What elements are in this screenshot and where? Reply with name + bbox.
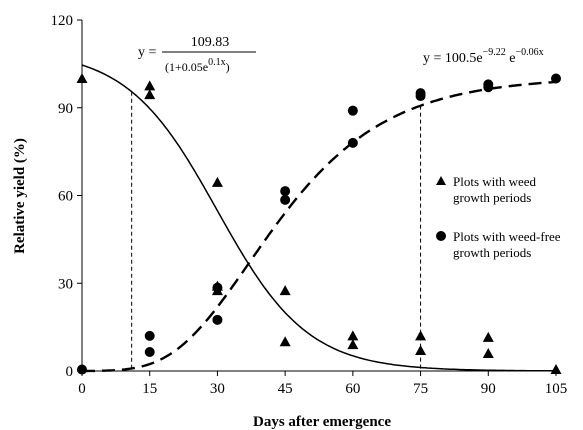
point-circle — [212, 282, 223, 293]
equation-gompertz-mid: e — [506, 51, 516, 66]
reference-lines — [131, 91, 422, 371]
point-circle — [280, 194, 291, 205]
point-circle — [415, 91, 426, 102]
point-triangle — [415, 345, 427, 356]
x-tick-label: 105 — [545, 381, 568, 397]
point-triangle — [347, 339, 359, 350]
equation-logistic-numerator: 109.83 — [191, 35, 230, 50]
equation-denominator-base: (1+0.05e — [165, 60, 208, 74]
point-circle — [77, 364, 87, 375]
x-tick-label: 60 — [345, 381, 360, 397]
y-tick-label: 60 — [58, 189, 73, 205]
point-triangle — [482, 347, 494, 358]
point-circle — [212, 314, 223, 325]
fitted-curves — [81, 64, 557, 373]
point-circle — [280, 186, 291, 197]
point-triangle — [76, 73, 88, 83]
point-triangle — [211, 176, 223, 187]
y-tick-label: 120 — [51, 13, 74, 29]
legend-circle-marker — [436, 231, 446, 241]
point-triangle — [144, 80, 156, 91]
legend-triangle-marker — [436, 176, 446, 185]
x-axis-label: Days after emergence — [253, 414, 391, 430]
chart-axes: 0 30 60 90 120 0 15 30 45 60 75 90 105 — [51, 13, 568, 397]
curve-weed-free — [82, 80, 557, 373]
point-triangle — [550, 364, 562, 375]
point-circle — [483, 82, 494, 93]
point-circle — [347, 137, 358, 148]
point-triangle — [144, 89, 156, 100]
equation-denominator-exponent: 0.1x — [208, 57, 226, 68]
point-circle — [347, 105, 358, 116]
x-tick-label: 75 — [413, 381, 428, 397]
point-triangle — [279, 285, 291, 296]
y-tick-label: 0 — [66, 364, 74, 380]
point-triangle — [482, 331, 494, 342]
equation-denominator-close: ) — [226, 60, 230, 74]
equation-logistic: y = 109.83 (1+0.05e0.1x) — [138, 35, 256, 74]
point-triangle — [415, 330, 427, 341]
equation-gompertz-exp1: −9.22 — [483, 47, 506, 58]
y-tick-label: 90 — [58, 101, 73, 117]
point-triangle — [279, 336, 291, 347]
curve-weed-growth — [81, 64, 556, 372]
equation-gompertz-base: y = 100.5e — [423, 51, 483, 66]
x-tick-label: 30 — [210, 381, 225, 397]
x-tick-label: 90 — [481, 381, 496, 397]
equation-logistic-denominator: (1+0.05e0.1x) — [165, 57, 230, 74]
point-circle — [551, 73, 561, 84]
equation-gompertz-text: y = 100.5e−9.22 e−0.06x — [423, 47, 544, 66]
data-points — [76, 73, 562, 375]
y-axis-label: Relative yield (%) — [12, 138, 28, 254]
equation-gompertz: y = 100.5e−9.22 e−0.06x — [423, 47, 544, 66]
x-tick-label: 45 — [278, 381, 293, 397]
legend-series-1-line-2: growth periods — [453, 190, 531, 205]
legend-series-1-line-1: Plots with weed — [453, 174, 537, 189]
point-triangle — [347, 330, 359, 341]
point-circle — [144, 346, 155, 357]
equation-logistic-lhs: y = — [138, 45, 157, 60]
y-tick-label: 30 — [58, 276, 73, 292]
legend: Plots with weed growth periods Plots wit… — [436, 174, 561, 260]
legend-series-2-line-2: growth periods — [453, 245, 531, 260]
point-circle — [144, 330, 155, 341]
equation-gompertz-exp2: −0.06x — [515, 47, 543, 58]
x-tick-label: 15 — [142, 381, 157, 397]
legend-series-2-line-1: Plots with weed-free — [453, 229, 561, 244]
x-tick-label: 0 — [78, 381, 86, 397]
